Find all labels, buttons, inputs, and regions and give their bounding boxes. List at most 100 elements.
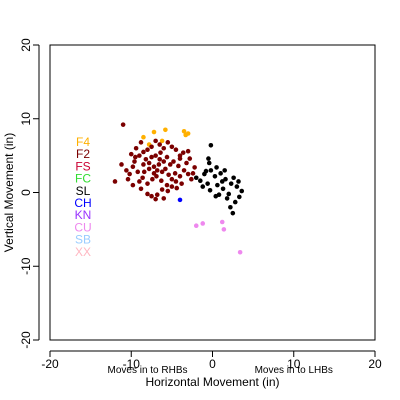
- data-point-f2: [161, 159, 167, 164]
- annotations: Moves in to RHBs Moves in to LHBs: [107, 365, 332, 376]
- legend-item-kn: KN: [75, 208, 92, 222]
- data-point-f2: [161, 145, 167, 151]
- data-point-f2: [141, 149, 146, 155]
- data-point-f2: [177, 156, 183, 161]
- data-point-sl: [208, 143, 214, 148]
- legend-item-sl: SL: [76, 184, 91, 198]
- data-point-sl: [231, 175, 236, 181]
- data-point-f2: [159, 169, 165, 175]
- data-point-sl: [219, 179, 225, 184]
- data-point-sl: [226, 191, 232, 197]
- data-point-f2: [149, 193, 154, 199]
- data-point-ch: [177, 197, 183, 203]
- direction-annotation: Moves in to LHBs: [255, 365, 333, 376]
- y-axis-label: Vertical Movement (in): [2, 133, 16, 252]
- data-point-sl: [193, 175, 199, 181]
- data-point-f2: [141, 169, 147, 175]
- data-point-f2: [181, 168, 187, 173]
- data-point-f2: [166, 172, 171, 178]
- data-point-f2: [141, 162, 146, 167]
- data-point-sl: [228, 204, 233, 210]
- data-point-sl: [213, 193, 219, 199]
- data-point-f2: [161, 196, 167, 201]
- x-axis: -20 -10 0 10 20: [41, 350, 382, 371]
- data-point-f2: [167, 162, 173, 167]
- data-point-sl: [237, 194, 242, 200]
- plot-frame: [49, 44, 376, 341]
- data-point-f2: [169, 176, 175, 182]
- data-point-f2: [145, 191, 150, 197]
- data-point-f2: [150, 176, 155, 182]
- legend-item-ch: CH: [74, 196, 91, 210]
- data-point-f2: [158, 150, 163, 155]
- data-point-f2: [151, 171, 157, 176]
- y-tick-label: -10: [19, 257, 33, 275]
- data-point-sl: [203, 168, 209, 174]
- data-point-f4: [159, 138, 165, 144]
- x-tick-label: 20: [368, 357, 382, 371]
- data-point-f2: [137, 179, 142, 184]
- data-point-sl: [212, 173, 218, 179]
- data-point-f2: [165, 140, 171, 145]
- x-tick-label: 10: [287, 357, 301, 371]
- data-point-f2: [189, 176, 194, 182]
- data-point-f2: [156, 162, 162, 167]
- direction-annotation: Moves in to RHBs: [107, 365, 187, 376]
- data-point-f2: [124, 168, 129, 173]
- legend-item-fs: FS: [75, 159, 90, 173]
- data-point-f2: [149, 144, 154, 150]
- data-point-sl: [228, 181, 234, 186]
- data-point-f2: [145, 147, 150, 153]
- data-point-f2: [154, 168, 160, 173]
- data-point-sl: [206, 156, 211, 161]
- data-point-f2: [127, 171, 132, 177]
- data-point-f4: [163, 127, 168, 133]
- data-point-sl: [218, 171, 223, 176]
- data-point-f2: [177, 173, 183, 179]
- data-point-f2: [176, 163, 181, 169]
- data-point-sl: [207, 187, 213, 193]
- data-point-sl: [236, 179, 241, 184]
- data-point-f2: [179, 181, 184, 186]
- data-point-f2: [165, 188, 171, 194]
- legend-item-fc: FC: [75, 172, 91, 186]
- data-point-f2: [149, 154, 154, 160]
- data-point-f2: [157, 157, 162, 162]
- data-point-f2: [163, 166, 168, 172]
- data-point-f2: [180, 150, 186, 155]
- data-point-sl: [220, 186, 226, 192]
- data-point-sl: [200, 184, 206, 189]
- data-point-cu: [237, 249, 243, 255]
- data-point-f2: [185, 148, 191, 154]
- data-point-sl: [223, 176, 228, 182]
- legend-item-cu: CU: [74, 220, 91, 234]
- data-point-cu: [200, 221, 206, 226]
- legend-item-xx: XX: [75, 245, 91, 259]
- data-point-f2: [138, 140, 144, 145]
- legend-item-sb: SB: [75, 233, 91, 247]
- data-point-f2: [164, 154, 170, 160]
- data-point-f2: [174, 185, 180, 191]
- data-point-cu: [219, 219, 225, 225]
- data-point-cu: [193, 223, 199, 228]
- data-point-f4: [183, 132, 188, 138]
- data-point-f2: [159, 187, 165, 192]
- data-point-sl: [208, 168, 214, 173]
- data-point-f2: [159, 178, 164, 183]
- data-point-f2: [112, 179, 118, 184]
- data-point-sl: [234, 184, 240, 189]
- data-points: [112, 122, 245, 255]
- data-point-f2: [119, 162, 124, 167]
- data-point-f2: [157, 142, 162, 147]
- data-point-f2: [146, 166, 152, 172]
- data-point-f2: [137, 153, 142, 158]
- data-point-f2: [153, 138, 158, 144]
- data-point-f2: [130, 182, 136, 188]
- y-tick-label: 20: [19, 38, 33, 52]
- data-point-cu: [221, 227, 227, 232]
- data-point-sl: [205, 181, 210, 186]
- data-point-f2: [172, 171, 178, 176]
- data-point-sl: [239, 188, 245, 194]
